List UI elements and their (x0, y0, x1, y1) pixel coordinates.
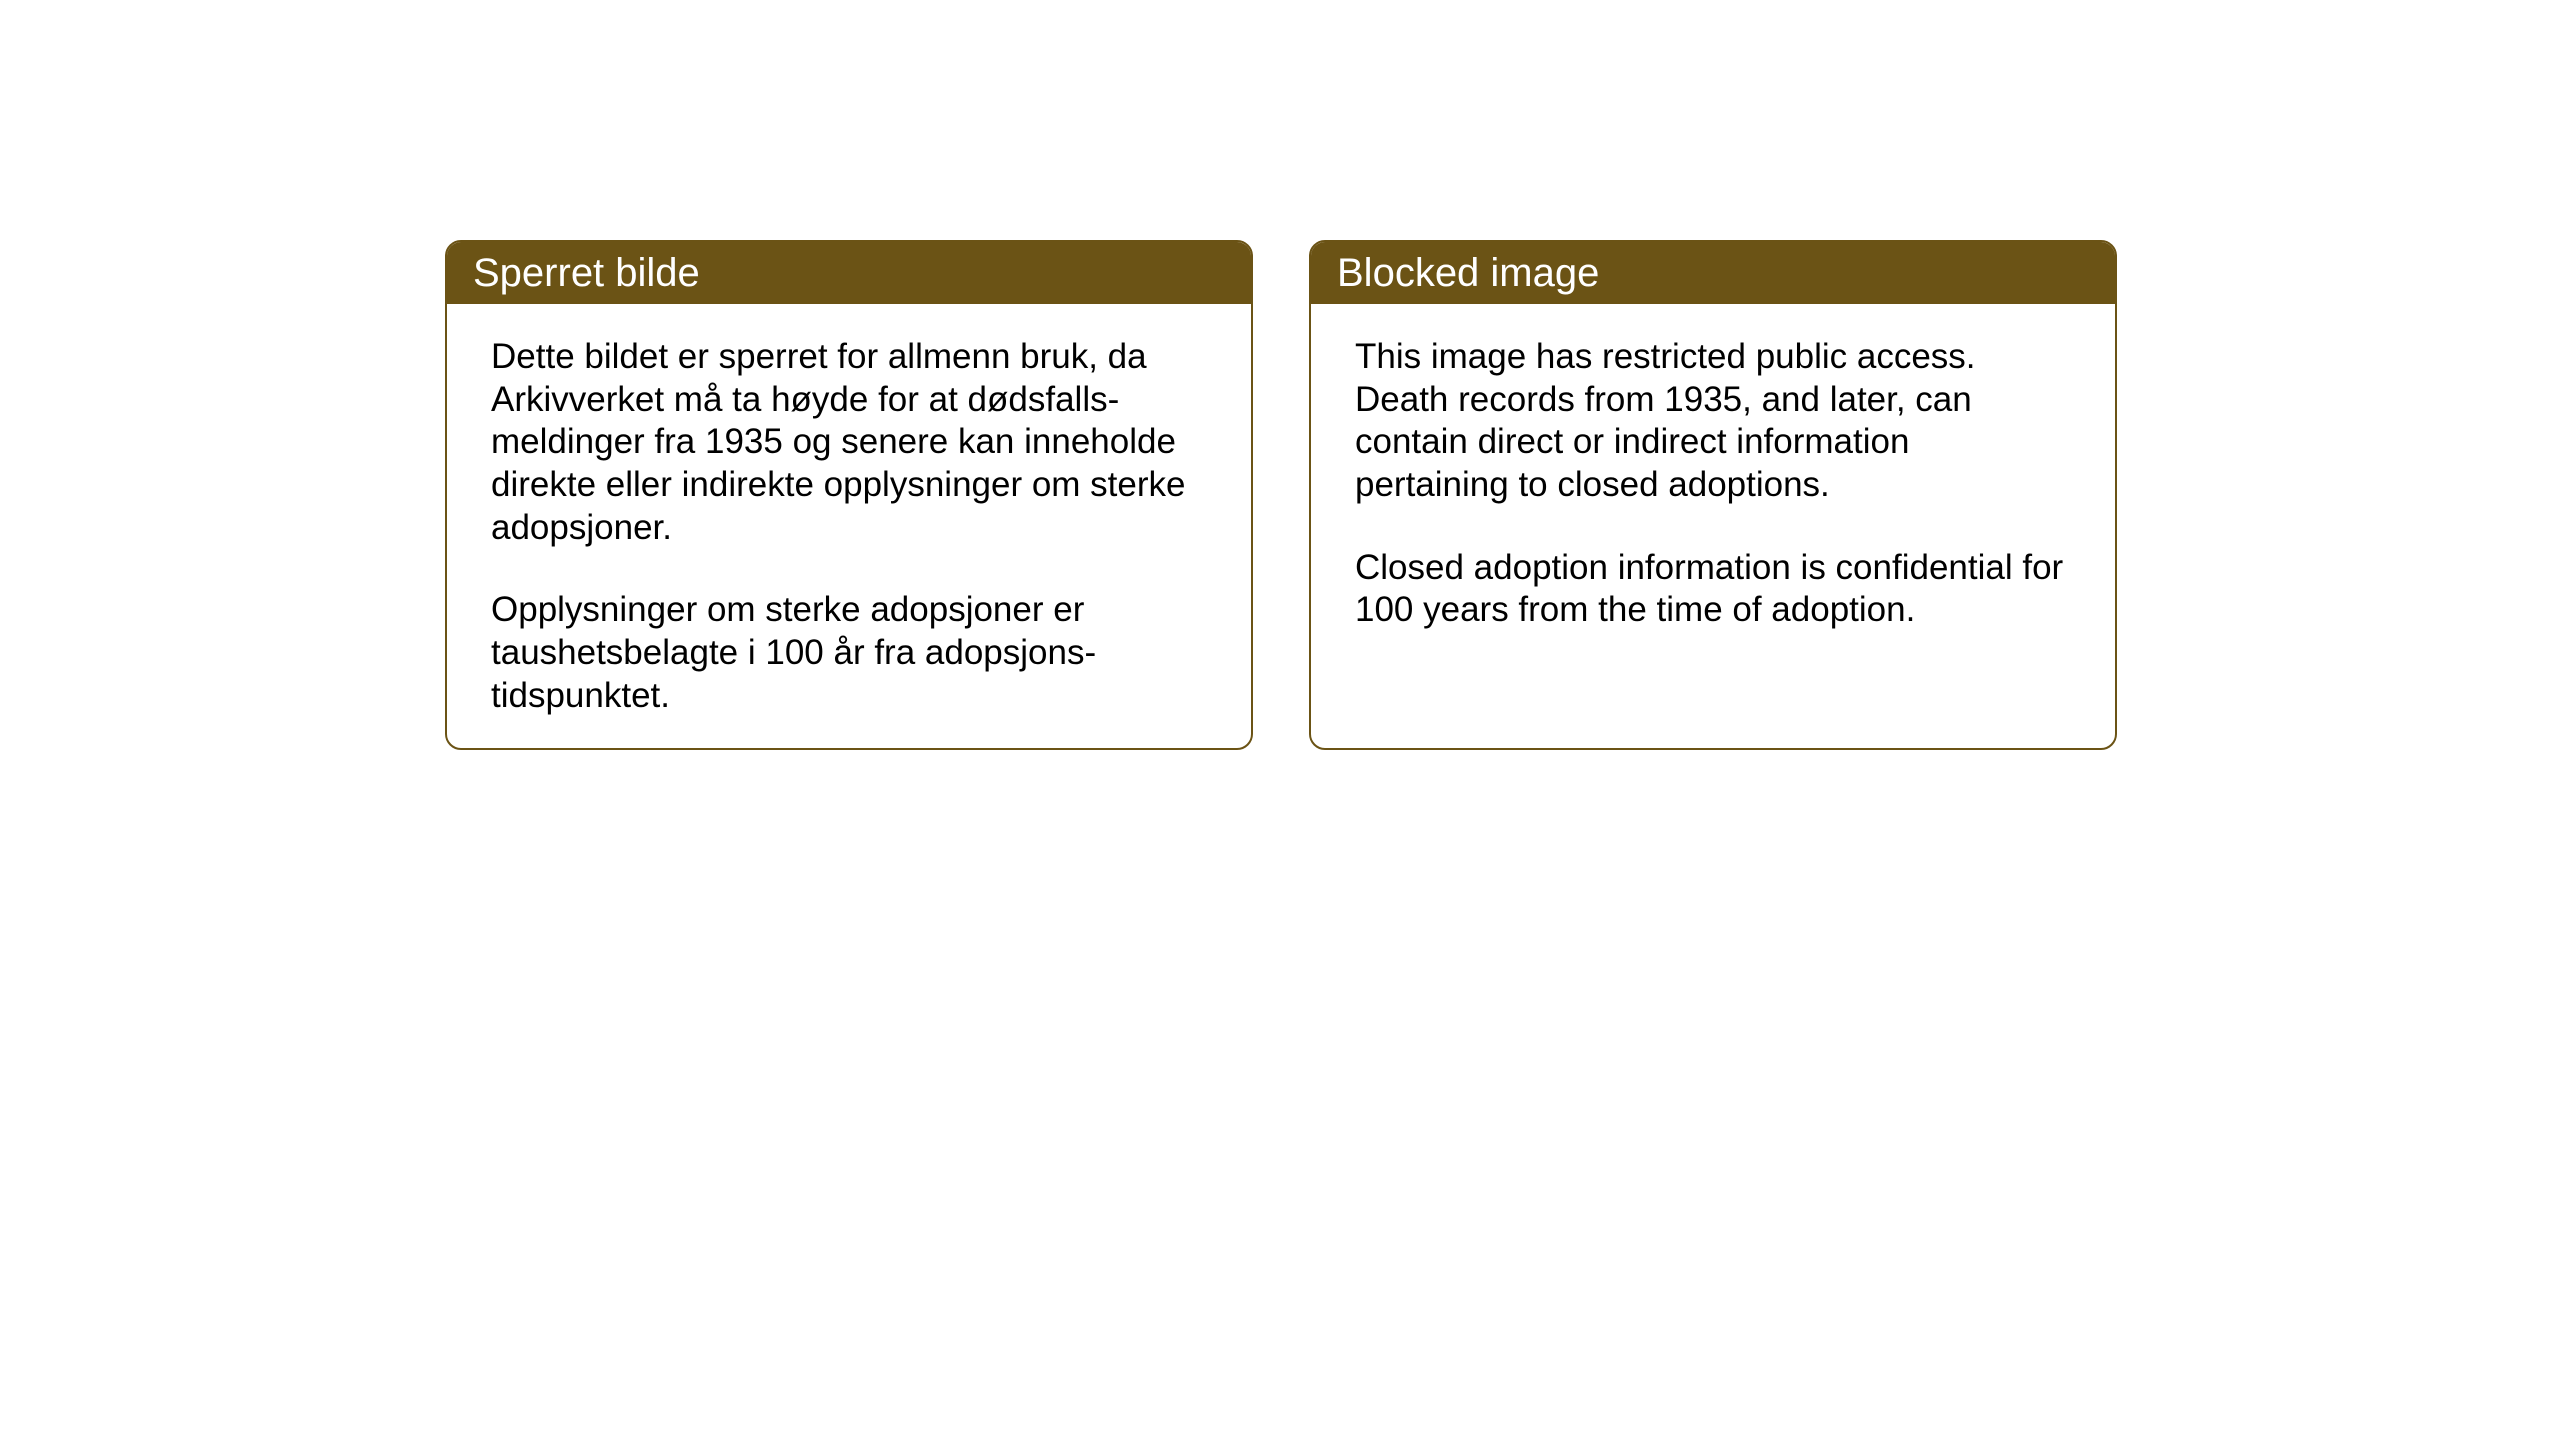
info-cards-container: Sperret bilde Dette bildet er sperret fo… (445, 240, 2117, 750)
english-card-title: Blocked image (1337, 251, 1599, 296)
norwegian-card: Sperret bilde Dette bildet er sperret fo… (445, 240, 1253, 750)
norwegian-card-title: Sperret bilde (473, 251, 700, 296)
norwegian-paragraph-2: Opplysninger om sterke adopsjoner er tau… (491, 589, 1207, 717)
english-paragraph-2: Closed adoption information is confident… (1355, 547, 2071, 632)
english-card-header: Blocked image (1311, 242, 2115, 304)
english-card: Blocked image This image has restricted … (1309, 240, 2117, 750)
english-paragraph-1: This image has restricted public access.… (1355, 336, 2071, 507)
norwegian-paragraph-1: Dette bildet er sperret for allmenn bruk… (491, 336, 1207, 549)
english-card-body: This image has restricted public access.… (1311, 304, 2115, 664)
norwegian-card-header: Sperret bilde (447, 242, 1251, 304)
norwegian-card-body: Dette bildet er sperret for allmenn bruk… (447, 304, 1251, 750)
